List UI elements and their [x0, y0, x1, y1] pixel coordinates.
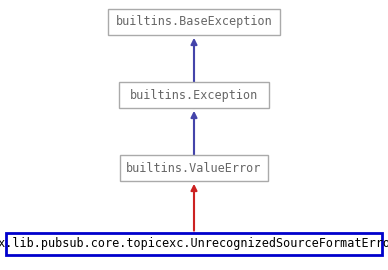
FancyBboxPatch shape	[120, 155, 268, 181]
Text: wx.lib.pubsub.core.topicexc.UnrecognizedSourceFormatError: wx.lib.pubsub.core.topicexc.Unrecognized…	[0, 238, 388, 251]
FancyBboxPatch shape	[108, 9, 280, 35]
Text: builtins.Exception: builtins.Exception	[130, 89, 258, 102]
FancyBboxPatch shape	[119, 82, 269, 108]
Text: builtins.ValueError: builtins.ValueError	[126, 161, 262, 174]
FancyBboxPatch shape	[6, 233, 382, 255]
Text: builtins.BaseException: builtins.BaseException	[116, 15, 272, 29]
